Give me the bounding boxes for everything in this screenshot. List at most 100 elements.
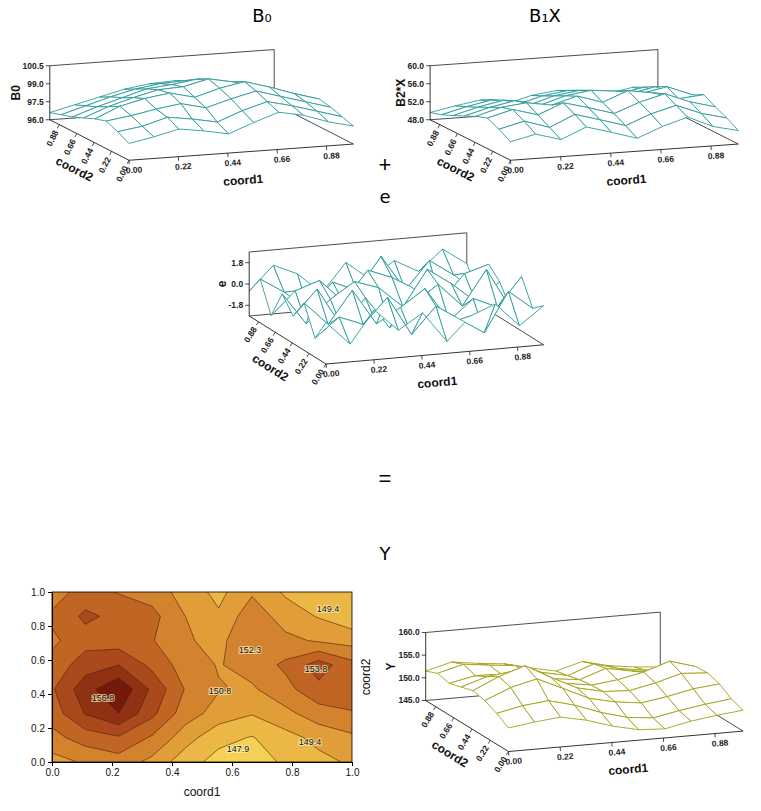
contour-labels: 147.9149.4150.8152.3149.4153.8156.8 xyxy=(92,604,340,753)
tick-label: 0.00 xyxy=(114,164,131,184)
x-axis-line xyxy=(511,144,739,160)
surface-cell xyxy=(317,111,353,126)
axis-title: coord2 xyxy=(435,154,477,185)
tick-label: 0.0 xyxy=(46,767,60,778)
contour-band xyxy=(52,592,352,762)
tick: 1.0 xyxy=(31,587,52,598)
tick-mark xyxy=(438,125,440,129)
tick-label: 0.8 xyxy=(31,621,45,632)
tick-mark xyxy=(290,343,292,346)
tick-mark xyxy=(560,747,561,751)
tick-mark xyxy=(48,626,52,627)
tick-label: 0.22 xyxy=(557,161,574,172)
tick-label: 0.6 xyxy=(31,655,45,666)
tick-mark xyxy=(422,677,426,678)
tick-label: 145.0 xyxy=(398,695,420,705)
tick-label: 0.44 xyxy=(418,359,436,370)
tick-label: 0.2 xyxy=(31,723,45,734)
contour-label: 149.4 xyxy=(299,737,322,747)
box-edge xyxy=(249,233,467,252)
tick-mark xyxy=(245,262,249,263)
tick-label: 52.0 xyxy=(408,97,425,107)
x-axis: 0.00.20.40.60.81.0 xyxy=(46,762,360,778)
surface-mesh xyxy=(249,249,543,344)
contour-band xyxy=(52,592,352,762)
tick: 0.8 xyxy=(286,762,300,778)
tick-mark xyxy=(714,734,715,738)
tick-label: 0.8 xyxy=(286,767,300,778)
surface-panel: 0.000.220.440.660.88coord10.000.220.440.… xyxy=(215,233,544,391)
box xyxy=(50,50,354,145)
tick-label: 0.88 xyxy=(711,737,729,748)
tick-mark xyxy=(48,660,52,661)
surface-cell xyxy=(670,661,708,673)
tick-mark xyxy=(434,707,436,710)
tick-mark xyxy=(292,762,293,766)
operator: + xyxy=(379,152,392,177)
tick: 0.6 xyxy=(31,655,52,666)
tick-mark xyxy=(48,592,52,593)
surface-cell xyxy=(508,291,543,325)
panel-title: e xyxy=(379,186,390,207)
tick-label: 100.5 xyxy=(23,61,45,71)
tick-label: 0.88 xyxy=(44,128,61,148)
tick-label: 97.5 xyxy=(27,97,44,107)
tick-label: 0.66 xyxy=(466,355,484,366)
tick-label: 0.66 xyxy=(437,721,454,741)
contour-fills xyxy=(52,592,352,762)
axis-line xyxy=(48,593,53,763)
tick-label: 99.0 xyxy=(27,79,44,89)
tick-mark xyxy=(277,150,278,154)
tick-mark xyxy=(112,762,113,766)
surface-panel: 0.000.220.440.660.88coord10.000.220.440.… xyxy=(9,50,354,189)
tick-mark xyxy=(611,743,612,747)
axis-title: B0 xyxy=(9,85,23,101)
axis-title: coord2 xyxy=(53,154,95,185)
tick-label: 0.44 xyxy=(607,157,624,168)
axis-title: Y xyxy=(384,662,398,670)
tick-mark xyxy=(421,356,422,360)
axis-title: coord2 xyxy=(250,351,292,384)
surface-mesh xyxy=(50,79,354,144)
tick-label: 0.2 xyxy=(106,767,120,778)
tick-label: 0.88 xyxy=(323,150,340,161)
tick-label: 0.0 xyxy=(31,757,45,768)
axis-title: B2*X xyxy=(394,79,408,107)
box-edge xyxy=(426,612,661,632)
tick-mark xyxy=(46,65,50,66)
contour-label: 149.4 xyxy=(317,604,340,614)
y-axis: 0.00.20.40.60.81.0 xyxy=(31,587,52,768)
contour-panel: 0.00.20.40.60.81.00.00.20.40.60.81.0coor… xyxy=(31,580,373,799)
tick-label: 56.0 xyxy=(408,79,425,89)
tick-mark xyxy=(610,153,611,157)
axis-title: coord2 xyxy=(429,737,471,770)
tick-label: 0.66 xyxy=(62,137,79,157)
tick-label: 0.88 xyxy=(242,325,259,345)
axis-title: coord1 xyxy=(223,172,264,189)
tick-label: 0.00 xyxy=(495,164,511,184)
tick-mark xyxy=(326,146,327,150)
surface-panel: 0.000.220.440.660.88coord10.000.220.440.… xyxy=(394,50,739,189)
tick-mark xyxy=(560,157,561,161)
surface-mesh xyxy=(430,87,738,142)
panel-title: B₀ xyxy=(252,5,272,26)
tick-mark xyxy=(517,347,518,351)
tick-label: 0.22 xyxy=(370,364,388,375)
figure: 0.000.220.440.660.88coord10.000.220.440.… xyxy=(0,0,761,811)
tick-mark xyxy=(46,83,50,84)
tick-label: 1.8 xyxy=(231,258,243,268)
box xyxy=(430,50,738,145)
contour-label: 156.8 xyxy=(92,693,115,703)
tick-mark xyxy=(456,134,458,138)
tick-mark xyxy=(710,146,711,150)
tick-mark xyxy=(273,332,275,335)
tick-mark xyxy=(470,729,472,732)
tick-label: 96.0 xyxy=(27,115,44,125)
tick-label: 0.22 xyxy=(292,356,309,376)
contour-label: 150.8 xyxy=(209,686,232,696)
tick-label: 0.88 xyxy=(419,710,436,730)
tick-label: 0.66 xyxy=(259,335,276,355)
tick-mark xyxy=(245,284,249,285)
tick-mark xyxy=(46,101,50,102)
tick-mark xyxy=(92,142,94,146)
